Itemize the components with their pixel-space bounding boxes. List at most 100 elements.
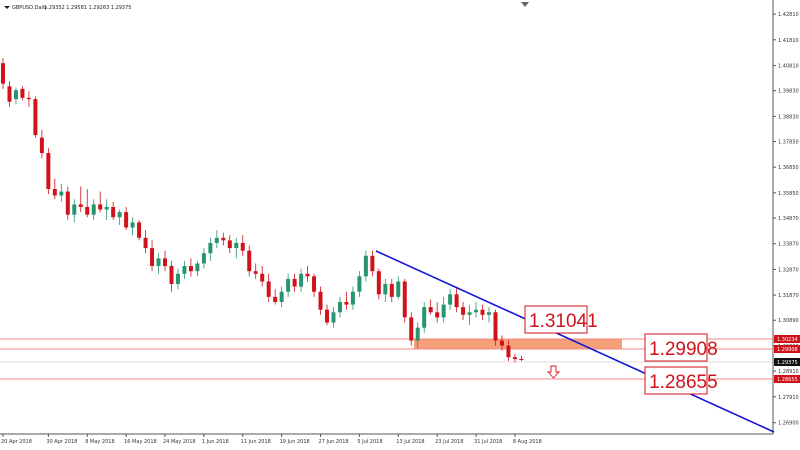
chart-header: GBPUSD,Daily 1.29352 1.29581 1.29263 1.2… [4,5,131,11]
candle-body-bear [7,86,12,102]
symbol-label: GBPUSD,Daily [12,5,47,11]
candle [286,273,291,297]
candle-body-bear [85,206,90,215]
candle-body-bull [467,312,472,315]
candle-body-bear [26,97,31,100]
candle-body-bull [279,291,284,303]
candle-body-bull [441,304,446,318]
y-tick-label: 1.39830 [778,89,799,95]
scroll-marker-icon[interactable] [521,2,529,7]
candle [20,86,25,101]
candle [234,237,239,259]
candle [448,289,453,310]
candle-body-bull [448,294,453,305]
candle-body-bear [325,309,329,323]
candle-body-bull [383,284,388,295]
candle-body-bull [415,327,420,341]
candle-body-bear [98,204,103,210]
trend-line[interactable] [375,250,775,433]
candle-body-bull [474,309,479,313]
y-tick-label: 1.32870 [778,267,799,273]
candle-body-bear [402,281,407,318]
candle-body-bear [292,278,297,287]
candle [253,263,258,279]
candle [389,278,394,303]
candle [454,286,459,313]
x-tick-label: 24 May 2018 [163,439,196,445]
axis-marker-current: 1.29375 [774,358,800,366]
candle-body-bull [487,312,491,315]
candle [13,87,18,105]
candle [169,260,174,292]
candle-body-bear [188,266,193,272]
candle [409,312,414,346]
candle [39,129,44,159]
candle [512,353,517,363]
down-arrow-icon [546,365,561,379]
candle [260,266,265,287]
y-tick-label: 1.36850 [778,165,799,171]
candle [493,309,498,346]
candle [422,302,427,333]
candle [357,271,362,297]
candle-body-bull [331,312,336,323]
svg-text:1.28655: 1.28655 [777,377,798,383]
candle [98,191,103,213]
x-tick-label: 27 Jun 2018 [319,439,349,445]
candle-body-bear [480,309,485,315]
x-tick-label: 13 Jul 2018 [396,439,424,445]
x-tick-label: 1 Jun 2018 [202,439,229,445]
candle-body-bear [312,276,317,292]
candle-body-bear [376,271,381,295]
x-tick-label: 8 May 2018 [85,439,114,445]
price-label-zone: 1.29908 [644,333,718,362]
candle [487,307,491,323]
candle [46,147,51,195]
ohlc-readout: 1.29352 1.29581 1.29263 1.29375 [44,5,131,11]
candle [312,273,317,297]
candle [519,355,524,362]
candle-body-bear [78,204,83,207]
candle-body-bull [208,242,213,254]
candle-body-bull [195,263,200,272]
x-tick-label: 5 Jul 2018 [357,439,382,445]
candle-body-bull [117,212,122,218]
candle [156,253,161,274]
candle-body-bull [350,291,355,305]
candle [325,304,329,326]
candle [188,258,193,277]
x-tick-label: 20 Apr 2018 [1,439,32,445]
candle-body-bear [169,266,174,285]
candle-body-bear [143,237,148,249]
candle [124,206,129,231]
candle [396,276,401,300]
y-tick-label: 1.37850 [778,139,799,145]
candle [370,250,375,277]
candle-body-bear [124,212,129,228]
candle [299,268,304,292]
y-tick-label: 1.41810 [778,38,799,44]
candle [221,232,226,246]
candle [59,183,64,202]
dropdown-arrow-icon[interactable] [4,6,10,9]
candle-body-bear [150,248,155,267]
candle [499,335,504,351]
candle-body-bear [389,284,394,297]
price-axis: 1.42810 1.41810 1.40810 1.39830 1.38830 1.378… [773,12,799,427]
candle-body-bear [409,317,414,341]
candle [117,209,122,225]
y-tick-label: 1.38830 [778,114,799,120]
candle-body-bull [72,204,77,215]
candle-body-bear [111,206,116,218]
candle [337,296,342,318]
candle [273,289,278,305]
candle-body-bull [130,222,135,228]
candle-body-bull [201,253,206,264]
candle-body-bear [273,296,278,303]
y-tick-label: 1.30890 [778,318,799,324]
axis-marker-2: 1.29908 [774,345,800,353]
x-tick-label: 8 Aug 2018 [513,439,542,445]
candle [350,286,355,310]
candle [1,58,5,89]
